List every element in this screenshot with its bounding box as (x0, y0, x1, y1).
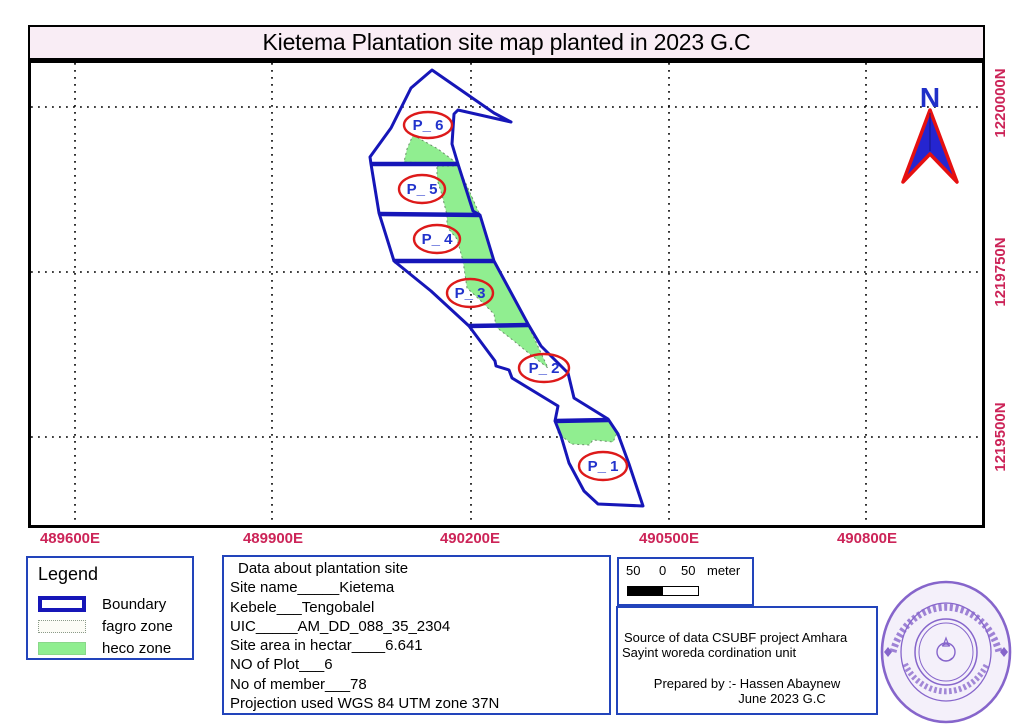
plot-label-text: P_ 4 (422, 231, 454, 248)
scale-label: 50 (681, 563, 696, 578)
legend-item-label: fagro zone (102, 617, 173, 635)
north-arrow-icon: N (901, 82, 959, 184)
legend-item-label: Boundary (102, 595, 167, 613)
legend-item-boundary: Boundary (38, 593, 192, 615)
source-line: Sayint woreda cordination unit (622, 645, 797, 660)
prepared-by-line: Prepared by :- Hassen Abaynew (653, 676, 841, 691)
plot-labels: P_ 6 P_ 5 P_ 4 P_ 3 P_ 2 P_ 1 (397, 110, 629, 482)
site-info-line: Kebele___Tengobalel (230, 598, 375, 616)
site-info-line: Site name_____Kietema (230, 579, 395, 597)
heco-zone-swatch (38, 641, 86, 655)
plot-label-p1: P_ 1 (577, 450, 629, 482)
plot-label-text: P_ 2 (529, 360, 560, 377)
graticule-grid (31, 63, 982, 525)
scale-label: 50 (626, 563, 641, 578)
plot-label-p3: P_ 3 (445, 277, 495, 309)
legend-item-label: heco zone (102, 639, 172, 657)
plot-label-p5: P_ 5 (397, 173, 447, 205)
date-line: June 2023 G.C (738, 691, 826, 706)
x-axis-label: 490200E (439, 530, 501, 547)
plot-divider-lines (371, 161, 609, 424)
plot-label-text: P_ 6 (413, 117, 444, 134)
north-label: N (920, 82, 940, 113)
y-axis-label: 1220000N (992, 68, 1009, 138)
site-info-line: UIC_____AM_DD_088_35_2304 (230, 617, 451, 635)
map-title-text: Kietema Plantation site map planted in 2… (262, 29, 751, 55)
scale-unit-label: meter (707, 563, 741, 578)
boundary-swatch (38, 596, 86, 612)
scale-segment-white (663, 586, 699, 596)
y-axis-label: 1219500N (992, 402, 1009, 472)
legend-item-fagro-zone: fagro zone (38, 615, 192, 637)
source-line: Source of data CSUBF project Amhara (624, 630, 848, 645)
legend: Legend Boundary fagro zone heco zone (26, 556, 194, 660)
plot-label-p2: P_ 2 (517, 352, 571, 384)
plot-label-text: P_ 3 (455, 285, 486, 302)
site-info-line: Projection used WGS 84 UTM zone 37N (230, 695, 500, 713)
site-info-box: Data about plantation site Site name____… (222, 555, 611, 715)
scale-label: 0 (659, 563, 667, 578)
map-title: Kietema Plantation site map planted in 2… (28, 25, 985, 60)
plot-label-text: P_ 5 (407, 181, 438, 198)
plot-label-p6: P_ 6 (402, 110, 454, 140)
official-stamp-icon (880, 580, 1012, 724)
legend-item-heco-zone: heco zone (38, 637, 192, 659)
x-axis-label: 489900E (242, 530, 304, 547)
scale-segment-black (627, 586, 663, 596)
fagro-zone-swatch (38, 619, 86, 633)
legend-title: Legend (38, 564, 99, 584)
x-axis-label: 490800E (836, 530, 898, 547)
scale-bar-graphic (627, 586, 699, 596)
scale-bar: 50 0 50 meter (617, 557, 754, 606)
site-info-line: NO of Plot___6 (230, 656, 333, 674)
plot-label-text: P_ 1 (588, 458, 619, 475)
source-box: Source of data CSUBF project Amhara Sayi… (616, 606, 878, 715)
map-canvas: P_ 6 P_ 5 P_ 4 P_ 3 P_ 2 P_ 1 (31, 63, 982, 525)
site-info-line: Site area in hectar____6.641 (230, 637, 423, 655)
y-axis-label: 1219750N (992, 237, 1009, 307)
map-frame: P_ 6 P_ 5 P_ 4 P_ 3 P_ 2 P_ 1 (28, 60, 985, 528)
x-axis-label: 489600E (39, 530, 101, 547)
x-axis-label: 490500E (638, 530, 700, 547)
site-info-line: No of member___78 (230, 675, 367, 693)
plot-label-p4: P_ 4 (412, 223, 462, 255)
site-info-line: Data about plantation site (238, 560, 409, 577)
